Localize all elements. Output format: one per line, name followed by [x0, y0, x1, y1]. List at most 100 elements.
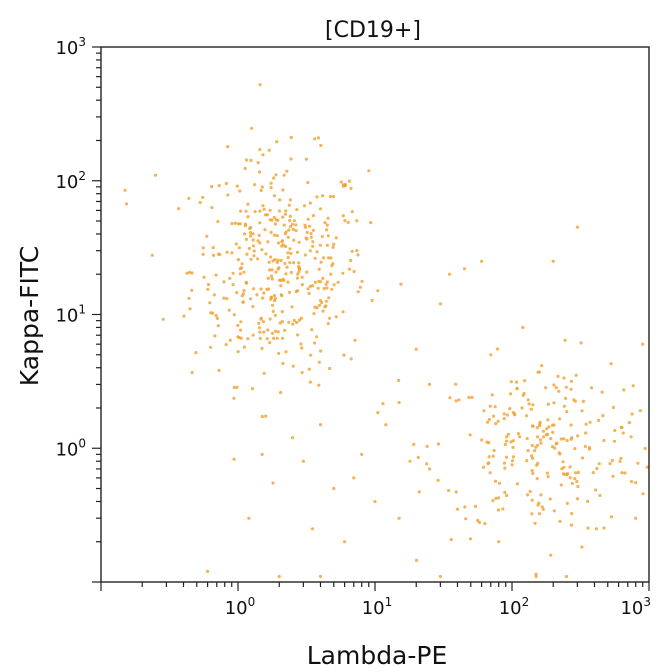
- data-point: [269, 295, 273, 299]
- data-point: [573, 399, 577, 403]
- data-point: [201, 195, 205, 199]
- data-point: [202, 275, 206, 279]
- data-point: [236, 350, 240, 354]
- data-point: [290, 305, 294, 309]
- y-axis-label: Kappa-FITC: [15, 246, 44, 386]
- data-point: [321, 276, 325, 280]
- data-point: [397, 516, 401, 520]
- data-point: [270, 331, 275, 335]
- data-point: [533, 449, 537, 453]
- data-point: [541, 507, 545, 511]
- data-point: [464, 517, 468, 521]
- data-point: [261, 204, 265, 208]
- data-point: [565, 410, 569, 414]
- data-point: [645, 465, 649, 469]
- data-point: [332, 194, 336, 199]
- data-point: [308, 284, 312, 288]
- data-point: [283, 212, 287, 216]
- data-point: [320, 301, 324, 305]
- data-point: [347, 179, 351, 183]
- data-point: [216, 324, 220, 328]
- data-point: [511, 455, 515, 459]
- data-point: [190, 288, 194, 292]
- data-point: [260, 185, 264, 189]
- data-point: [369, 221, 373, 225]
- data-point: [238, 328, 243, 332]
- data-point: [285, 169, 289, 173]
- y-axis: 100 101 102 103: [55, 35, 101, 583]
- data-point: [530, 498, 534, 502]
- data-point: [243, 232, 247, 236]
- data-point: [349, 357, 353, 361]
- data-point: [292, 219, 296, 223]
- data-point: [251, 333, 255, 337]
- data-point: [259, 188, 263, 193]
- data-point: [643, 446, 647, 451]
- data-point: [288, 247, 292, 251]
- data-point: [565, 472, 569, 477]
- data-point: [242, 345, 246, 349]
- data-point: [455, 507, 460, 511]
- data-point: [447, 272, 452, 276]
- data-point: [563, 472, 567, 476]
- data-point: [294, 229, 298, 233]
- data-point: [311, 240, 315, 244]
- data-point: [241, 300, 245, 304]
- data-point: [470, 395, 474, 399]
- data-point: [373, 499, 377, 504]
- data-point: [261, 153, 265, 157]
- data-point: [555, 441, 559, 445]
- data-point: [569, 379, 574, 383]
- data-point: [306, 180, 310, 185]
- data-point: [299, 316, 303, 320]
- data-point: [284, 230, 288, 234]
- data-point: [533, 521, 537, 525]
- data-point: [230, 222, 234, 226]
- data-point: [497, 540, 501, 544]
- data-point: [620, 471, 624, 475]
- data-point: [206, 282, 211, 287]
- data-point: [612, 439, 617, 443]
- data-point: [257, 233, 261, 237]
- data-point: [564, 574, 569, 579]
- data-point: [277, 241, 281, 245]
- data-point: [264, 252, 268, 256]
- data-point: [551, 259, 555, 263]
- data-point: [296, 333, 300, 337]
- data-point: [530, 443, 534, 448]
- data-point: [294, 223, 298, 227]
- data-point: [492, 448, 496, 453]
- data-point: [258, 148, 262, 152]
- data-point: [347, 267, 352, 271]
- data-point: [275, 336, 279, 340]
- data-point: [307, 367, 311, 371]
- data-point: [260, 346, 264, 350]
- data-point: [211, 311, 215, 315]
- data-point: [250, 387, 255, 391]
- data-point: [269, 274, 274, 278]
- data-point: [481, 465, 485, 469]
- data-point: [562, 437, 566, 441]
- data-point: [270, 268, 274, 272]
- data-point: [257, 321, 261, 325]
- data-point: [222, 280, 226, 284]
- data-point: [325, 223, 329, 227]
- data-point: [276, 218, 280, 222]
- data-point: [494, 496, 498, 500]
- data-point: [311, 214, 315, 218]
- data-point: [597, 462, 601, 466]
- data-point: [341, 310, 345, 314]
- data-point: [268, 268, 272, 272]
- data-point: [315, 335, 319, 339]
- data-point: [279, 258, 283, 263]
- data-point: [568, 476, 572, 480]
- data-point: [317, 360, 321, 364]
- data-point: [228, 338, 232, 342]
- data-point: [594, 488, 598, 492]
- data-point: [496, 508, 500, 512]
- data-point: [510, 459, 515, 463]
- data-point: [304, 225, 308, 229]
- data-point: [576, 434, 580, 438]
- data-point: [503, 466, 507, 470]
- data-point: [552, 401, 556, 405]
